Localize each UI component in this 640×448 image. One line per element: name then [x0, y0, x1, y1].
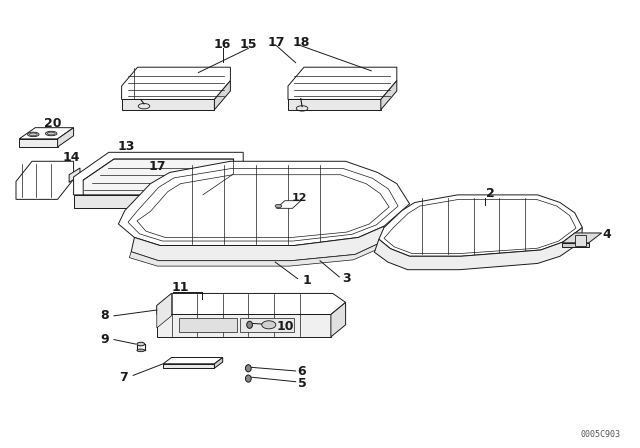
Ellipse shape: [45, 131, 57, 136]
Polygon shape: [118, 161, 410, 246]
Polygon shape: [214, 358, 223, 368]
Polygon shape: [58, 128, 74, 147]
Polygon shape: [74, 195, 208, 208]
Text: 1: 1: [302, 273, 311, 287]
Text: 13: 13: [118, 140, 136, 154]
Polygon shape: [19, 139, 58, 147]
Polygon shape: [83, 159, 234, 195]
Polygon shape: [69, 168, 80, 182]
Polygon shape: [74, 152, 243, 195]
Text: 9: 9: [100, 333, 109, 346]
Text: 2: 2: [486, 187, 495, 200]
Polygon shape: [129, 241, 384, 266]
Text: 12: 12: [291, 193, 307, 203]
Polygon shape: [157, 314, 331, 337]
Bar: [575, 235, 586, 246]
Ellipse shape: [246, 375, 252, 382]
Polygon shape: [157, 293, 172, 328]
Polygon shape: [16, 161, 74, 199]
Ellipse shape: [137, 349, 145, 352]
Text: 16: 16: [214, 38, 232, 52]
Text: 0005C903: 0005C903: [581, 430, 621, 439]
Polygon shape: [288, 67, 397, 99]
Polygon shape: [157, 293, 346, 314]
Polygon shape: [212, 181, 240, 206]
Polygon shape: [155, 198, 212, 206]
Polygon shape: [276, 201, 301, 208]
Text: 6: 6: [298, 365, 306, 379]
Text: 17: 17: [268, 36, 285, 49]
Polygon shape: [374, 228, 582, 270]
Ellipse shape: [246, 365, 252, 372]
Text: 20: 20: [44, 117, 61, 130]
Polygon shape: [163, 358, 223, 364]
Polygon shape: [214, 81, 230, 110]
Text: 15: 15: [239, 38, 257, 52]
Polygon shape: [155, 171, 240, 198]
Ellipse shape: [247, 321, 253, 328]
Ellipse shape: [262, 321, 276, 329]
Polygon shape: [163, 364, 214, 368]
Polygon shape: [122, 67, 230, 99]
Polygon shape: [562, 243, 589, 247]
Polygon shape: [122, 99, 214, 110]
Text: 17: 17: [148, 160, 166, 173]
Polygon shape: [331, 302, 346, 337]
Text: 8: 8: [100, 309, 109, 323]
Polygon shape: [381, 81, 397, 110]
Text: 4: 4: [603, 228, 612, 241]
Text: 10: 10: [276, 319, 294, 333]
Text: 3: 3: [342, 272, 351, 285]
Polygon shape: [179, 318, 237, 332]
Ellipse shape: [275, 204, 282, 208]
Polygon shape: [208, 170, 243, 208]
Polygon shape: [131, 226, 384, 261]
Text: 14: 14: [63, 151, 81, 164]
Polygon shape: [379, 195, 582, 256]
Polygon shape: [288, 99, 381, 110]
Polygon shape: [240, 318, 294, 332]
Text: 18: 18: [292, 36, 310, 49]
Ellipse shape: [28, 132, 39, 137]
Polygon shape: [19, 128, 74, 139]
Polygon shape: [562, 233, 602, 243]
Text: 11: 11: [172, 281, 189, 294]
Text: 7: 7: [119, 370, 128, 384]
Ellipse shape: [137, 342, 145, 346]
Text: 5: 5: [298, 376, 307, 390]
